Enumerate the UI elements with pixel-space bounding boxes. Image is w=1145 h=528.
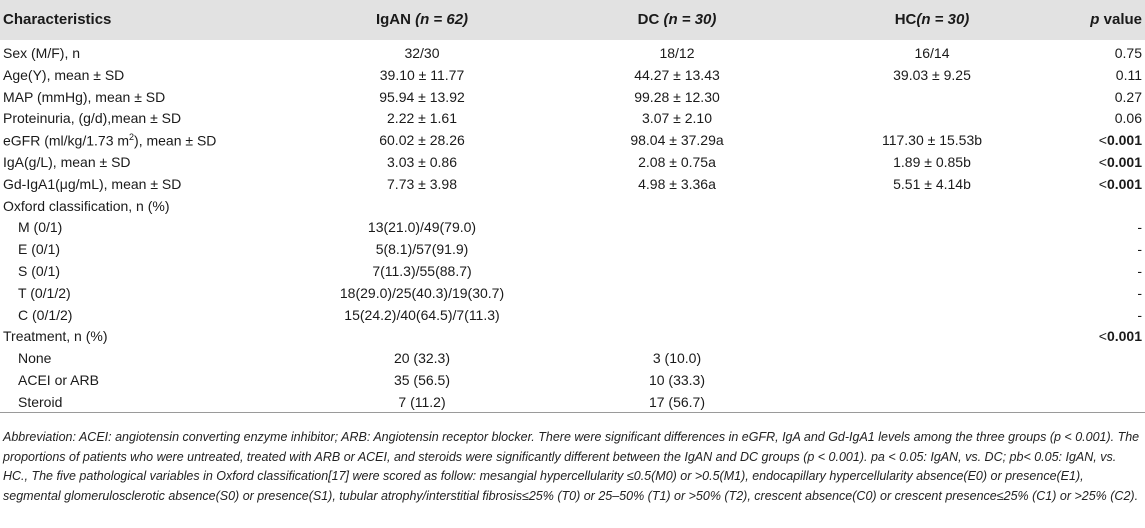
- hc-cell: 117.30 ± 15.53b: [881, 132, 983, 149]
- igan-cell: 39.10 ± 11.77: [379, 66, 465, 83]
- hc-cell: 5.51 ± 4.14b: [893, 175, 971, 192]
- p-value-cell: <0.001: [1098, 132, 1142, 149]
- header-dc: DC (n = 30): [637, 11, 717, 28]
- igan-cell: 2.22 ± 1.61: [387, 110, 457, 127]
- dc-cell: 99.28 ± 12.30: [634, 88, 720, 105]
- igan-cell: 7(11.3)/55(88.7): [372, 263, 472, 279]
- dc-cell: 3 (10.0): [652, 350, 702, 367]
- row-label: S (0/1): [18, 263, 61, 279]
- row-label: Proteinuria, (g/d),mean ± SD: [3, 110, 182, 127]
- igan-cell: 32/30: [404, 45, 440, 61]
- table-row: E (0/1) 5(8.1)/57(91.9) -: [0, 239, 1145, 261]
- table-row: S (0/1) 7(11.3)/55(88.7) -: [0, 261, 1145, 283]
- table-row: Steroid 7 (11.2) 17 (56.7): [0, 392, 1145, 414]
- dc-cell: 3.07 ± 2.10: [642, 110, 712, 127]
- header-igan: IgAN (n = 62): [375, 11, 469, 28]
- igan-cell: 7 (11.2): [398, 393, 446, 410]
- table-footnote: Abbreviation: ACEI: angiotensin converti…: [3, 430, 1140, 503]
- p-value-cell: 0.75: [1114, 45, 1142, 61]
- igan-cell: 35 (56.5): [393, 372, 451, 388]
- p-value-cell: <0.001: [1098, 154, 1142, 170]
- row-label: C (0/1/2): [18, 306, 73, 323]
- p-value-cell: 0.06: [1114, 110, 1142, 127]
- table-row: Treatment, n (%) <0.001: [0, 326, 1145, 348]
- table-row: Sex (M/F), n 32/30 18/12 16/14 0.75: [0, 43, 1145, 65]
- row-label: M (0/1): [18, 219, 63, 236]
- p-value-cell: -: [1137, 306, 1142, 323]
- igan-cell: 5(8.1)/57(91.9): [375, 241, 469, 258]
- row-label: None: [18, 350, 52, 367]
- row-label: eGFR (ml/kg/1.73 m2), mean ± SD: [3, 132, 217, 149]
- header-characteristics: Characteristics: [3, 11, 112, 28]
- row-label: Age(Y), mean ± SD: [3, 66, 125, 83]
- table-row: C (0/1/2) 15(24.2)/40(64.5)/7(11.3) -: [0, 305, 1145, 327]
- header-p-value: p value: [1090, 11, 1142, 28]
- dc-cell: 2.08 ± 0.75a: [638, 154, 716, 170]
- row-label: IgA(g/L), mean ± SD: [3, 154, 131, 170]
- p-value-cell: 0.27: [1114, 88, 1142, 105]
- igan-cell: 18(29.0)/25(40.3)/19(30.7): [339, 284, 505, 301]
- igan-cell: 13(21.0)/49(79.0): [367, 219, 477, 236]
- hc-cell: 39.03 ± 9.25: [893, 66, 971, 83]
- p-value-cell: -: [1137, 263, 1142, 279]
- igan-cell: 20 (32.3): [393, 350, 451, 367]
- hc-cell: 1.89 ± 0.85b: [893, 154, 971, 170]
- p-value-cell: <0.001: [1098, 328, 1142, 345]
- table-row: ACEI or ARB 35 (56.5) 10 (33.3): [0, 370, 1145, 392]
- row-label: MAP (mmHg), mean ± SD: [3, 88, 166, 105]
- igan-cell: 15(24.2)/40(64.5)/7(11.3): [344, 306, 500, 323]
- p-value-cell: -: [1137, 284, 1142, 301]
- table-row: Age(Y), mean ± SD 39.10 ± 11.77 44.27 ± 13…: [0, 65, 1145, 87]
- table-row: eGFR (ml/kg/1.73 m2), mean ± SD 60.02 ± 2…: [0, 130, 1145, 152]
- header-hc: HC(n = 30): [894, 11, 970, 28]
- row-label: Oxford classification, n (%): [3, 197, 170, 214]
- table-bottom-rule: [0, 412, 1145, 413]
- row-label: Steroid: [18, 393, 63, 410]
- table-row: MAP (mmHg), mean ± SD 95.94 ± 13.92 99.28 …: [0, 87, 1145, 109]
- table-row: T (0/1/2) 18(29.0)/25(40.3)/19(30.7) -: [0, 283, 1145, 305]
- row-label: E (0/1): [18, 241, 61, 258]
- igan-cell: 3.03 ± 0.86: [387, 154, 457, 170]
- row-label: Sex (M/F), n: [3, 45, 81, 61]
- row-label: ACEI or ARB: [18, 372, 99, 388]
- igan-cell: 7.73 ± 3.98: [387, 175, 457, 192]
- dc-cell: 44.27 ± 13.43: [634, 66, 720, 83]
- table-row: None 20 (32.3) 3 (10.0): [0, 348, 1145, 370]
- table-header: Characteristics IgAN (n = 62) DC (n = 30…: [0, 0, 1145, 40]
- igan-cell: 95.94 ± 13.92: [379, 88, 465, 105]
- table-row: Gd-IgA1(μg/mL), mean ± SD 7.73 ± 3.98 4.98…: [0, 174, 1145, 196]
- dc-cell: 17 (56.7): [648, 393, 706, 410]
- dc-cell: 18/12: [659, 45, 695, 61]
- table-row: M (0/1) 13(21.0)/49(79.0) -: [0, 217, 1145, 239]
- table-row: Oxford classification, n (%): [0, 196, 1145, 218]
- p-value-cell: -: [1137, 241, 1142, 258]
- table-row: IgA(g/L), mean ± SD 3.03 ± 0.86 2.08 ± 0.7…: [0, 152, 1145, 174]
- row-label: T (0/1/2): [18, 284, 71, 301]
- dc-cell: 4.98 ± 3.36a: [638, 175, 716, 192]
- p-value-cell: <0.001: [1098, 175, 1142, 192]
- table-row: Proteinuria, (g/d),mean ± SD 2.22 ± 1.61 3…: [0, 108, 1145, 130]
- dc-cell: 10 (33.3): [648, 372, 706, 388]
- row-label: Gd-IgA1(μg/mL), mean ± SD: [3, 175, 182, 192]
- p-value-cell: -: [1137, 219, 1142, 236]
- p-value-cell: 0.11: [1115, 66, 1142, 83]
- row-label: Treatment, n (%): [3, 328, 108, 345]
- hc-cell: 16/14: [914, 45, 950, 61]
- dc-cell: 98.04 ± 37.29a: [630, 132, 724, 149]
- igan-cell: 60.02 ± 28.26: [379, 132, 465, 149]
